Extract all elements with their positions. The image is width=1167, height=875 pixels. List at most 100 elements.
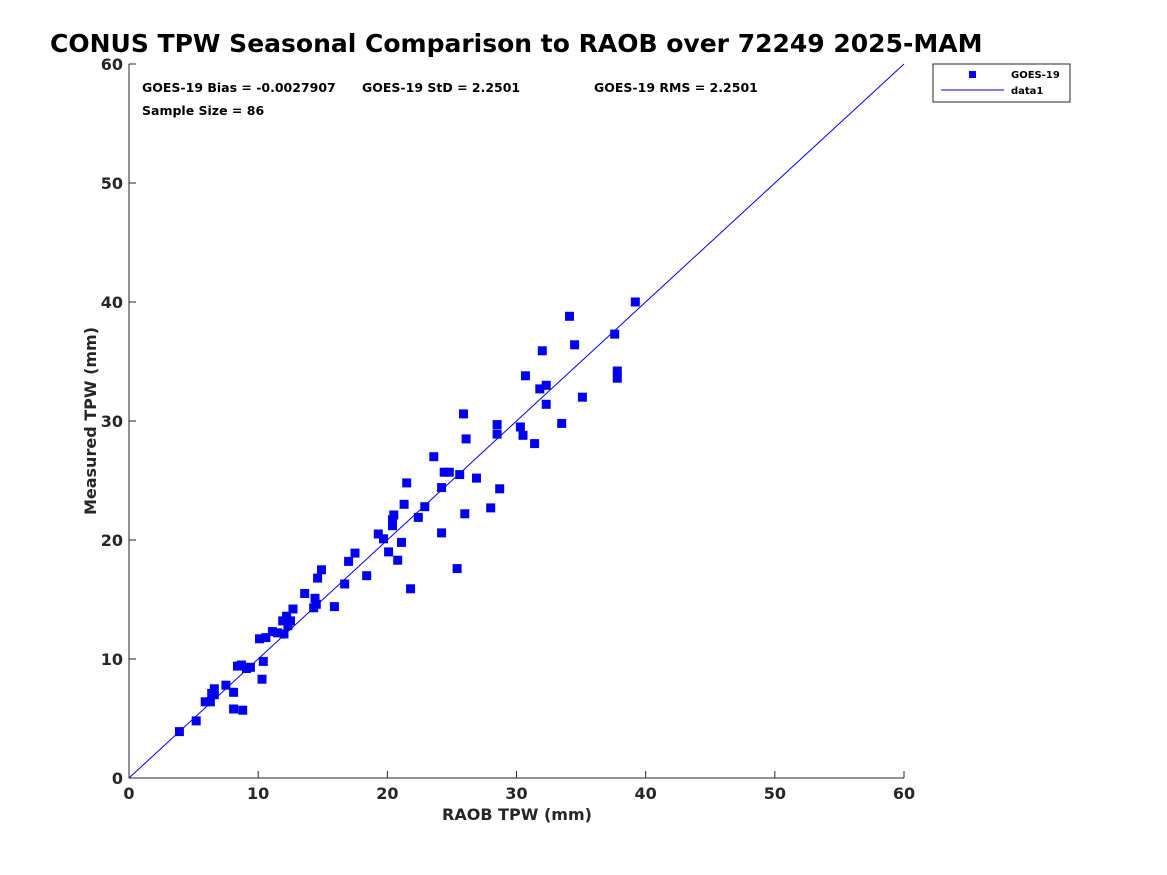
plot-area [128,63,905,779]
legend-marker-goes19 [969,71,976,78]
y-tick-label: 30 [101,412,123,431]
scatter-points [174,297,640,737]
data-point [209,690,219,700]
data-point [255,634,264,644]
data-point [238,705,248,715]
data-point [437,483,447,493]
data-point [530,439,540,449]
data-point [495,484,505,494]
data-point [229,704,239,714]
x-tick-label: 60 [893,784,915,803]
data-point [492,420,502,430]
data-point [310,593,320,603]
stat-std: GOES-19 StD = 2.2501 [362,80,520,95]
data-point [384,547,394,557]
data-point [379,534,388,544]
data-point [444,467,454,477]
data-point [413,512,423,522]
data-point [461,434,471,444]
data-point [209,684,219,694]
data-point [439,467,449,477]
y-tick-label: 10 [101,650,123,669]
data-point [420,502,430,512]
data-point [515,422,525,432]
legend: GOES-19 data1 [932,63,1071,103]
x-tick-label: 30 [505,784,527,803]
data-point [565,311,574,321]
data-point [221,680,231,690]
data-point [460,509,470,519]
data-point [236,660,246,670]
data-point [570,340,580,350]
data-point [397,537,406,547]
data-point [459,409,468,419]
x-tick-label: 10 [247,784,269,803]
data-point [612,373,622,383]
data-point [288,604,298,614]
x-axis-label: RAOB TPW (mm) [442,805,592,824]
data-point [557,418,567,428]
data-point [402,478,412,488]
data-point [257,674,267,684]
data-point [191,716,201,726]
data-point [350,548,360,558]
data-point [577,392,587,402]
data-point [612,366,622,376]
x-tick-label: 50 [764,784,786,803]
data-point [362,571,372,581]
data-point [317,565,326,575]
data-point [286,616,295,626]
data-point [518,430,528,440]
data-point [472,473,481,483]
data-point [406,584,416,594]
data-point [344,556,354,566]
x-tick-label: 20 [376,784,398,803]
data-point [229,687,239,697]
data-point [610,329,620,339]
series-line-data1 [128,63,905,779]
y-tick-label: 40 [101,293,123,312]
y-axis-label: Measured TPW (mm) [81,327,100,515]
data-point [388,521,397,531]
data-point [389,510,399,520]
data-point [486,503,496,513]
data-point [279,629,289,639]
data-point [388,515,397,525]
data-point [521,371,530,381]
y-tick-label: 60 [101,55,123,74]
data-point [541,380,551,390]
y-tick-label: 0 [112,769,123,788]
data-point [340,579,350,589]
data-point [267,627,277,637]
data-point [313,573,323,583]
data-point [537,346,547,356]
legend-label-goes19: GOES-19 [1011,70,1060,81]
data-point [429,452,439,462]
data-point [205,697,215,707]
y-tick-label: 20 [101,531,123,550]
x-tick-label: 40 [635,784,657,803]
stat-sample-size: Sample Size = 86 [142,103,264,118]
data-point [200,697,210,707]
legend-box [932,63,1071,103]
chart-title: CONUS TPW Seasonal Comparison to RAOB ov… [50,29,982,58]
stat-bias: GOES-19 Bias = -0.0027907 [142,80,336,95]
data-point [300,589,310,598]
x-tick-label: 0 [123,784,134,803]
data-point [311,599,321,609]
data-point [245,662,255,672]
data-point [258,656,268,666]
data-point [282,611,292,621]
data-point [283,621,293,631]
data-point [492,429,502,439]
data-point [541,399,551,409]
x-ticks: 0 10 20 30 40 50 60 [123,771,915,803]
data-point [261,633,271,643]
y-tick-label: 50 [101,174,123,193]
data-point [278,616,288,626]
stat-rms: GOES-19 RMS = 2.2501 [594,80,758,95]
data-point [452,564,462,574]
data-point [373,529,383,539]
y-ticks: 0 10 20 30 40 50 60 [101,55,136,788]
